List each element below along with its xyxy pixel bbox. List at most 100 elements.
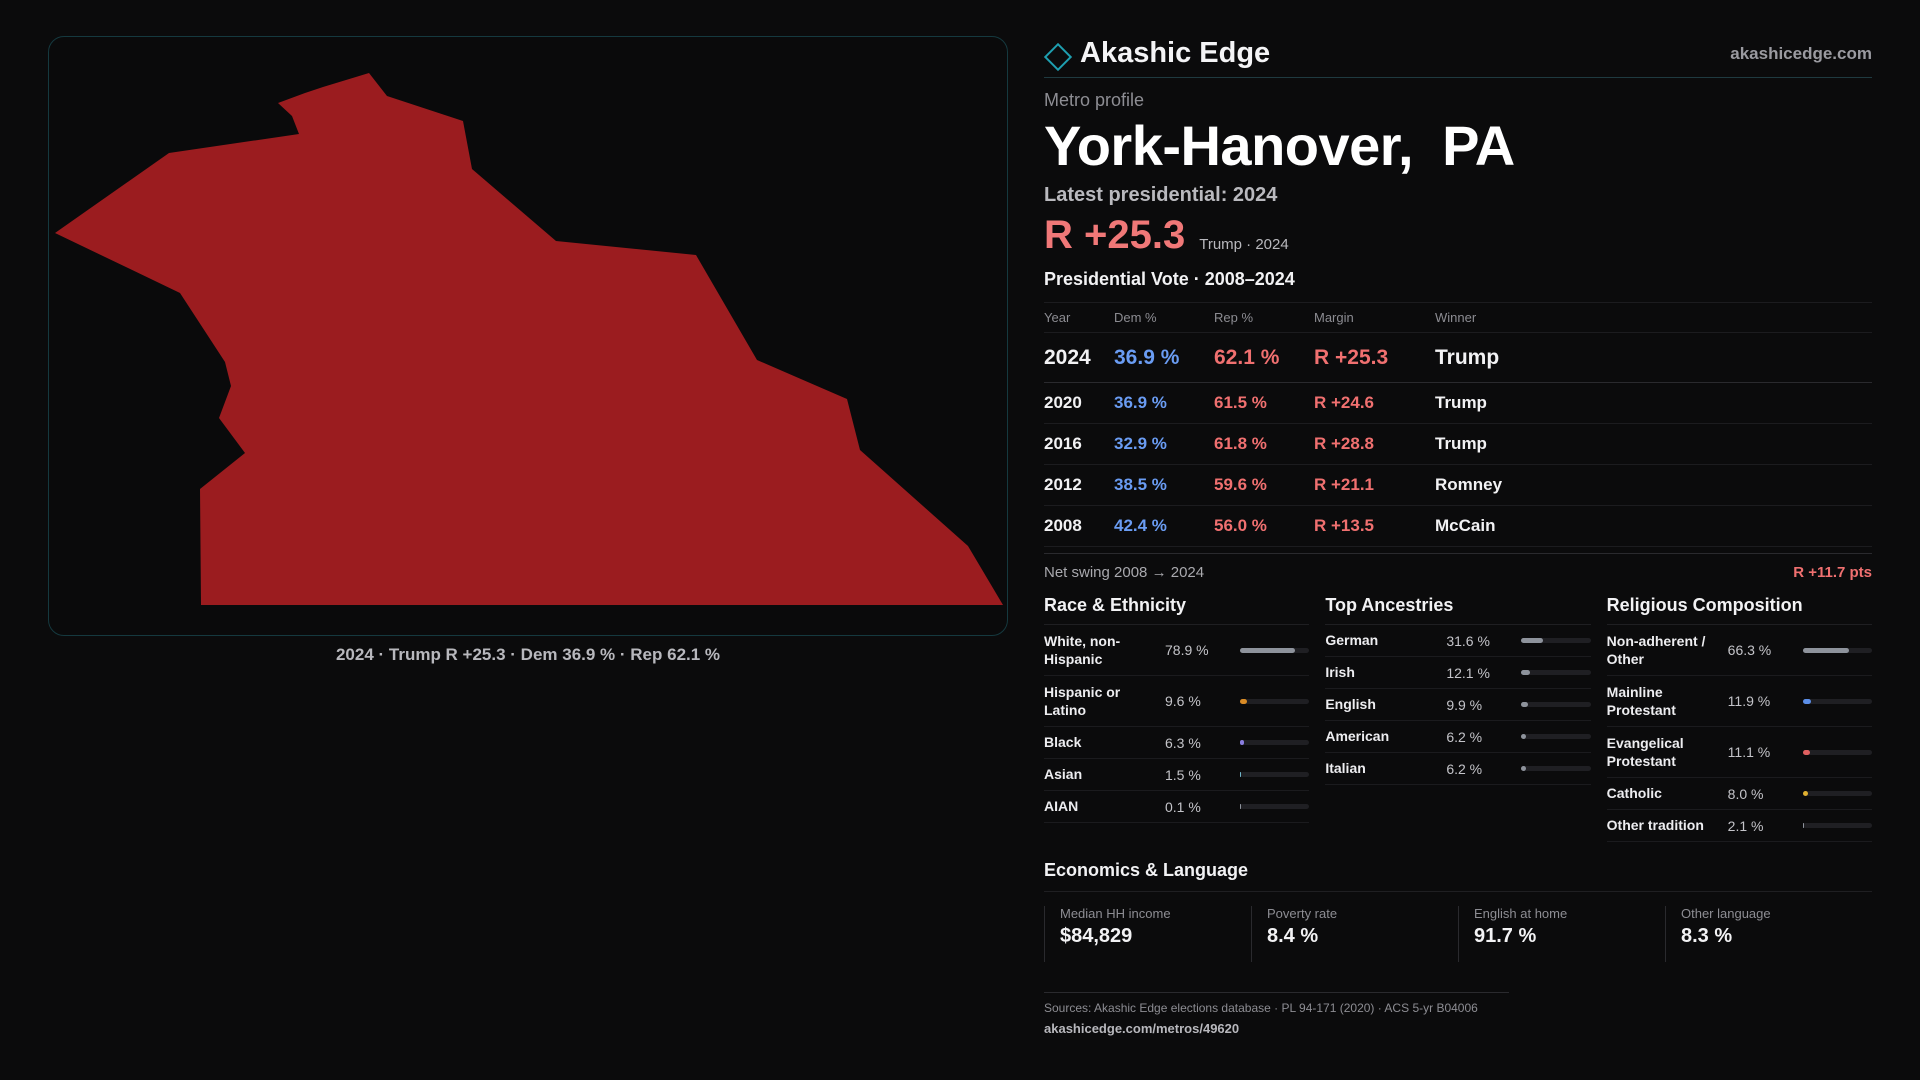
item-value: 6.2 % [1446, 728, 1483, 745]
item-bar [1802, 749, 1872, 755]
item-value: 1.5 % [1165, 766, 1201, 783]
rep-cell: 56.0 % [1214, 505, 1314, 547]
stat-label: English at home [1474, 906, 1568, 921]
list-item: Black 6.3 % [1044, 727, 1310, 759]
item-label: White, non-Hispanic [1044, 632, 1121, 667]
item-bar [1802, 647, 1872, 653]
votes-header-row: Year Dem % Rep % Margin Winner [1044, 302, 1872, 333]
list-item: White, non-Hispanic 78.9 % [1044, 625, 1310, 676]
margin-subtitle: Trump · 2024 [1199, 236, 1289, 253]
bar-fill [1240, 740, 1245, 745]
stat-label: Other language [1681, 906, 1771, 921]
margin-cell: R +21.1 [1314, 464, 1435, 506]
item-label: American [1325, 728, 1390, 745]
item-bar [1240, 804, 1310, 809]
bar-fill [1240, 647, 1295, 653]
stat-card: English at home 91.7 % [1458, 906, 1665, 962]
economics-grid: Median HH income $84,829 Poverty rate 8.… [1044, 906, 1872, 962]
stat-value: 91.7 % [1474, 925, 1537, 947]
table-row: 2012 38.5 % 59.6 % R +21.1 Romney [1044, 464, 1872, 506]
margin-cell: R +28.8 [1314, 423, 1435, 465]
latest-label: Latest presidential: 2024 [1044, 184, 1278, 206]
sources-link[interactable]: akashicedge.com/metros/49620 [1044, 1021, 1240, 1036]
column-header: Dem % [1114, 302, 1214, 333]
bar-fill [1240, 698, 1247, 704]
item-label: Catholic [1606, 785, 1662, 802]
religion-section: Religious Composition Non-adherent / Oth… [1606, 595, 1872, 842]
ancestry-title: Top Ancestries [1325, 595, 1591, 625]
ancestry-section: Top Ancestries German 31.6 % Irish 12.1 … [1325, 595, 1591, 842]
year-cell: 2008 [1044, 505, 1114, 547]
profile-eyebrow: Metro profile [1044, 90, 1145, 110]
stat-card: Poverty rate 8.4 % [1251, 906, 1458, 962]
diamond-logo-icon [1043, 42, 1073, 71]
item-bar [1240, 647, 1310, 653]
item-value: 9.6 % [1165, 693, 1201, 709]
item-label: Irish [1325, 664, 1355, 681]
winner-cell: Trump [1435, 423, 1872, 465]
item-bar [1240, 772, 1310, 777]
bar-fill [1521, 734, 1526, 739]
religion-title: Religious Composition [1606, 595, 1872, 625]
column-header: Rep % [1214, 302, 1314, 333]
brand[interactable]: Akashic Edge [1043, 37, 1271, 71]
dem-cell: 36.9 % [1114, 382, 1214, 424]
item-bar [1521, 766, 1591, 771]
item-label: Hispanic or Latino [1044, 683, 1121, 718]
item-bar [1521, 638, 1591, 643]
list-item: AIAN 0.1 % [1044, 791, 1310, 823]
dem-cell: 36.9 % [1114, 332, 1214, 383]
votes-table: Year Dem % Rep % Margin Winner 2024 36.9… [1044, 302, 1872, 547]
race-title: Race & Ethnicity [1044, 595, 1310, 625]
stat-value: 8.3 % [1681, 925, 1733, 947]
rep-cell: 61.8 % [1214, 423, 1314, 465]
swing-value: R +11.7 pts [1793, 564, 1872, 581]
item-bar [1521, 670, 1591, 675]
bar-fill [1802, 698, 1811, 704]
item-value: 2.1 % [1727, 817, 1764, 834]
brand-name: Akashic Edge [1080, 37, 1271, 69]
list-item: Irish 12.1 % [1325, 657, 1591, 689]
net-swing: Net swing 2008 → 2024 R +11.7 pts [1044, 553, 1872, 581]
dem-cell: 42.4 % [1114, 505, 1214, 547]
item-bar [1240, 698, 1310, 704]
list-item: German 31.6 % [1325, 625, 1591, 657]
item-bar [1240, 740, 1310, 745]
item-bar [1802, 791, 1872, 796]
item-value: 8.0 % [1727, 785, 1764, 802]
item-value: 66.3 % [1727, 642, 1772, 658]
list-item: Non-adherent / Other 66.3 % [1606, 625, 1872, 676]
dem-cell: 38.5 % [1114, 464, 1214, 506]
metro-map[interactable] [49, 37, 1008, 636]
site-link[interactable]: akashicedge.com [1730, 43, 1872, 63]
stat-label: Median HH income [1060, 906, 1171, 921]
map-panel[interactable] [48, 36, 1008, 636]
margin-value: R +25.3 [1044, 213, 1186, 257]
table-row: 2024 36.9 % 62.1 % R +25.3 Trump [1044, 332, 1872, 383]
item-value: 11.9 % [1727, 693, 1771, 709]
item-label: Black [1044, 734, 1082, 751]
item-value: 0.1 % [1165, 798, 1201, 815]
column-header: Margin [1314, 302, 1435, 333]
year-cell: 2016 [1044, 423, 1114, 465]
item-label: English [1325, 696, 1376, 713]
bar-fill [1521, 638, 1544, 643]
rep-cell: 59.6 % [1214, 464, 1314, 506]
metro-shape[interactable] [55, 73, 1003, 605]
list-item: Italian 6.2 % [1325, 753, 1591, 785]
swing-label: Net swing 2008 → 2024 [1044, 564, 1205, 581]
header: Akashic Edge akashicedge.com [1043, 30, 1872, 78]
column-header: Winner [1435, 302, 1872, 333]
table-row: 2016 32.9 % 61.8 % R +28.8 Trump [1044, 423, 1872, 465]
item-bar [1802, 823, 1872, 828]
column-header: Year [1044, 302, 1114, 333]
rep-cell: 62.1 % [1214, 332, 1314, 383]
bar-fill [1802, 647, 1849, 653]
economics-title: Economics & Language [1044, 860, 1872, 892]
year-cell: 2024 [1044, 332, 1114, 383]
year-cell: 2020 [1044, 382, 1114, 424]
page-title: York-Hanover, PA [1044, 114, 1515, 177]
item-label: Non-adherent / Other [1606, 632, 1706, 667]
item-label: Mainline Protestant [1606, 683, 1676, 718]
table-row: 2008 42.4 % 56.0 % R +13.5 McCain [1044, 505, 1872, 547]
